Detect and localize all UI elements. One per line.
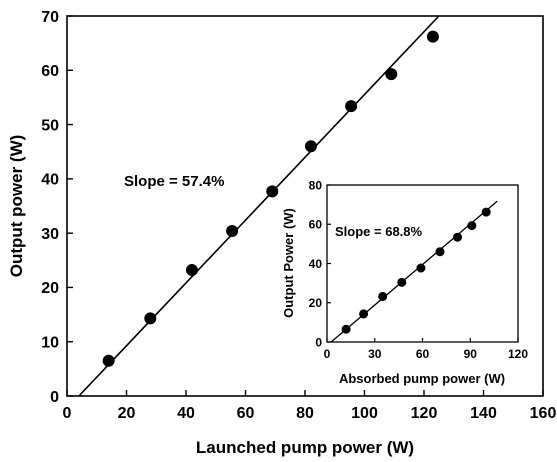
main-x-tick-label: 120 [411,405,438,422]
inset-x-tick-label: 90 [464,347,478,361]
inset-data-point [378,291,388,301]
main-x-axis-label: Launched pump power (W) [196,438,414,457]
inset-data-point [467,221,477,231]
main-data-point [102,354,115,367]
main-data-point [226,224,239,237]
main-y-tick-label: 20 [41,280,59,297]
main-ticks: 0 20 40 60 80 100 120 140 160 0 10 20 30 40 50 60 70 [41,9,556,422]
inset-data-point [435,247,445,257]
main-data-point [185,264,198,277]
main-y-tick-label: 40 [41,172,59,189]
inset-x-axis-label: Absorbed pump power (W) [339,371,505,386]
inset-y-tick-label: 60 [309,218,323,232]
inset-data-point [359,309,369,319]
inset-y-axis-label: Output Power (W) [281,208,296,318]
inset-y-tick-label: 40 [309,257,323,271]
main-x-tick-label: 0 [63,405,72,422]
main-y-tick-label: 30 [41,226,59,243]
inset-data-point [397,277,407,287]
inset-data-point [341,324,351,334]
main-data-point [385,68,398,81]
main-x-tick-label: 40 [177,405,195,422]
inset-chart: 0 30 60 90 120 0 20 40 60 80 Slope = 68.8% Absorb… [281,178,528,386]
main-y-axis-label: Output power (W) [7,135,26,278]
main-y-tick-label: 70 [41,9,59,26]
inset-x-tick-label: 120 [508,347,528,361]
main-x-tick-label: 100 [351,405,378,422]
inset-ticks: 0 30 60 90 120 0 20 40 60 80 [309,178,529,361]
main-slope-annotation: Slope = 57.4% [124,173,224,190]
inset-slope-annotation: Slope = 68.8% [335,224,423,239]
inset-y-tick-label: 20 [309,296,323,310]
main-data-points [102,30,439,367]
main-y-tick-label: 0 [50,389,59,406]
main-fit-line [78,15,440,397]
inset-x-tick-label: 0 [324,347,331,361]
main-data-point [304,140,317,153]
main-data-point [345,100,358,113]
inset-y-tick-label: 80 [309,178,323,192]
main-y-tick-label: 60 [41,63,59,80]
inset-x-tick-label: 30 [368,347,382,361]
main-x-tick-label: 60 [237,405,255,422]
main-x-tick-label: 20 [118,405,136,422]
main-x-tick-label: 140 [470,405,497,422]
inset-data-point [416,263,426,273]
inset-y-tick-label: 0 [315,335,322,349]
main-x-tick-label: 80 [296,405,314,422]
main-y-tick-label: 10 [41,334,59,351]
inset-data-point [481,207,491,217]
inset-data-point [453,232,463,242]
main-data-point [266,185,279,198]
inset-x-tick-label: 60 [416,347,430,361]
main-x-tick-label: 160 [530,405,557,422]
inset-data-points [341,207,491,334]
main-data-point [426,30,439,43]
main-y-tick-label: 50 [41,117,59,134]
main-chart: 0 20 40 60 80 100 120 140 160 0 10 20 30 40 50 60 70 Slo… [7,9,556,457]
main-data-point [144,312,157,325]
